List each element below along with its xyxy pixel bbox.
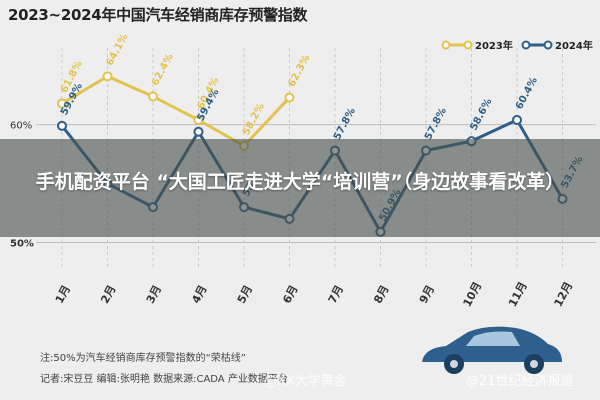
legend-marker — [441, 40, 451, 50]
x-tick-label: 4月 — [189, 283, 209, 306]
banner-headline: 手机配资平台 “大国工匠走进大学“培训营”（身边故事看改革） — [35, 171, 565, 193]
data-point — [193, 126, 204, 137]
watermark-right: @21世纪经济报道 — [466, 374, 574, 389]
legend-marker — [463, 40, 473, 50]
x-tick-label: 6月 — [280, 283, 300, 306]
y-tick-label: 50% — [10, 238, 34, 249]
credits-line: 记者:宋豆豆 编辑:张明艳 数据来源:CADA 产业数据平台 — [40, 374, 288, 385]
data-label: 58.6% — [468, 97, 494, 133]
footnote: 注:50%为汽车经销商库存预警指数的“荣枯线” — [40, 353, 246, 364]
car-illustration — [422, 326, 562, 374]
data-label: 60.4% — [514, 76, 540, 112]
chart-title: 2023~2024年中国汽车经销商库存预警指数 — [8, 6, 308, 24]
data-point — [148, 91, 158, 102]
series-line-2023 — [61, 74, 291, 148]
data-point — [512, 114, 522, 125]
data-label: 57.8% — [332, 106, 358, 142]
data-point — [57, 98, 67, 109]
data-label: 62.4% — [150, 52, 176, 88]
legend-marker — [521, 40, 531, 50]
x-tick-label: 3月 — [144, 283, 164, 306]
x-tick-label: 5月 — [235, 283, 255, 306]
legend: 2023年 2024年 — [441, 39, 593, 52]
y-tick-label: 60% — [10, 121, 32, 132]
x-tick-label: 12月 — [551, 280, 575, 309]
overlay-banner — [0, 139, 600, 237]
x-tick-label: 11月 — [506, 280, 530, 309]
data-label: 57.8% — [423, 106, 449, 142]
x-tick-label: 10月 — [460, 280, 484, 309]
watermark-left: @XX大学黄金 — [264, 374, 347, 389]
legend-label: 2024年 — [555, 39, 593, 52]
data-point — [57, 120, 67, 131]
legend-marker — [543, 40, 553, 50]
x-tick-label: 1月 — [53, 283, 73, 306]
data-label: 62.3% — [286, 53, 312, 89]
x-tick-label: 9月 — [417, 283, 437, 306]
x-tick-label: 7月 — [326, 283, 346, 306]
data-point — [284, 92, 295, 103]
data-point — [102, 71, 113, 82]
x-tick-label: 2月 — [98, 283, 118, 306]
legend-label: 2023年 — [475, 39, 513, 52]
data-label: 64.1% — [104, 32, 130, 68]
data-label: 58.2% — [241, 101, 267, 137]
x-tick-label: 8月 — [371, 283, 391, 306]
data-point — [193, 114, 204, 125]
